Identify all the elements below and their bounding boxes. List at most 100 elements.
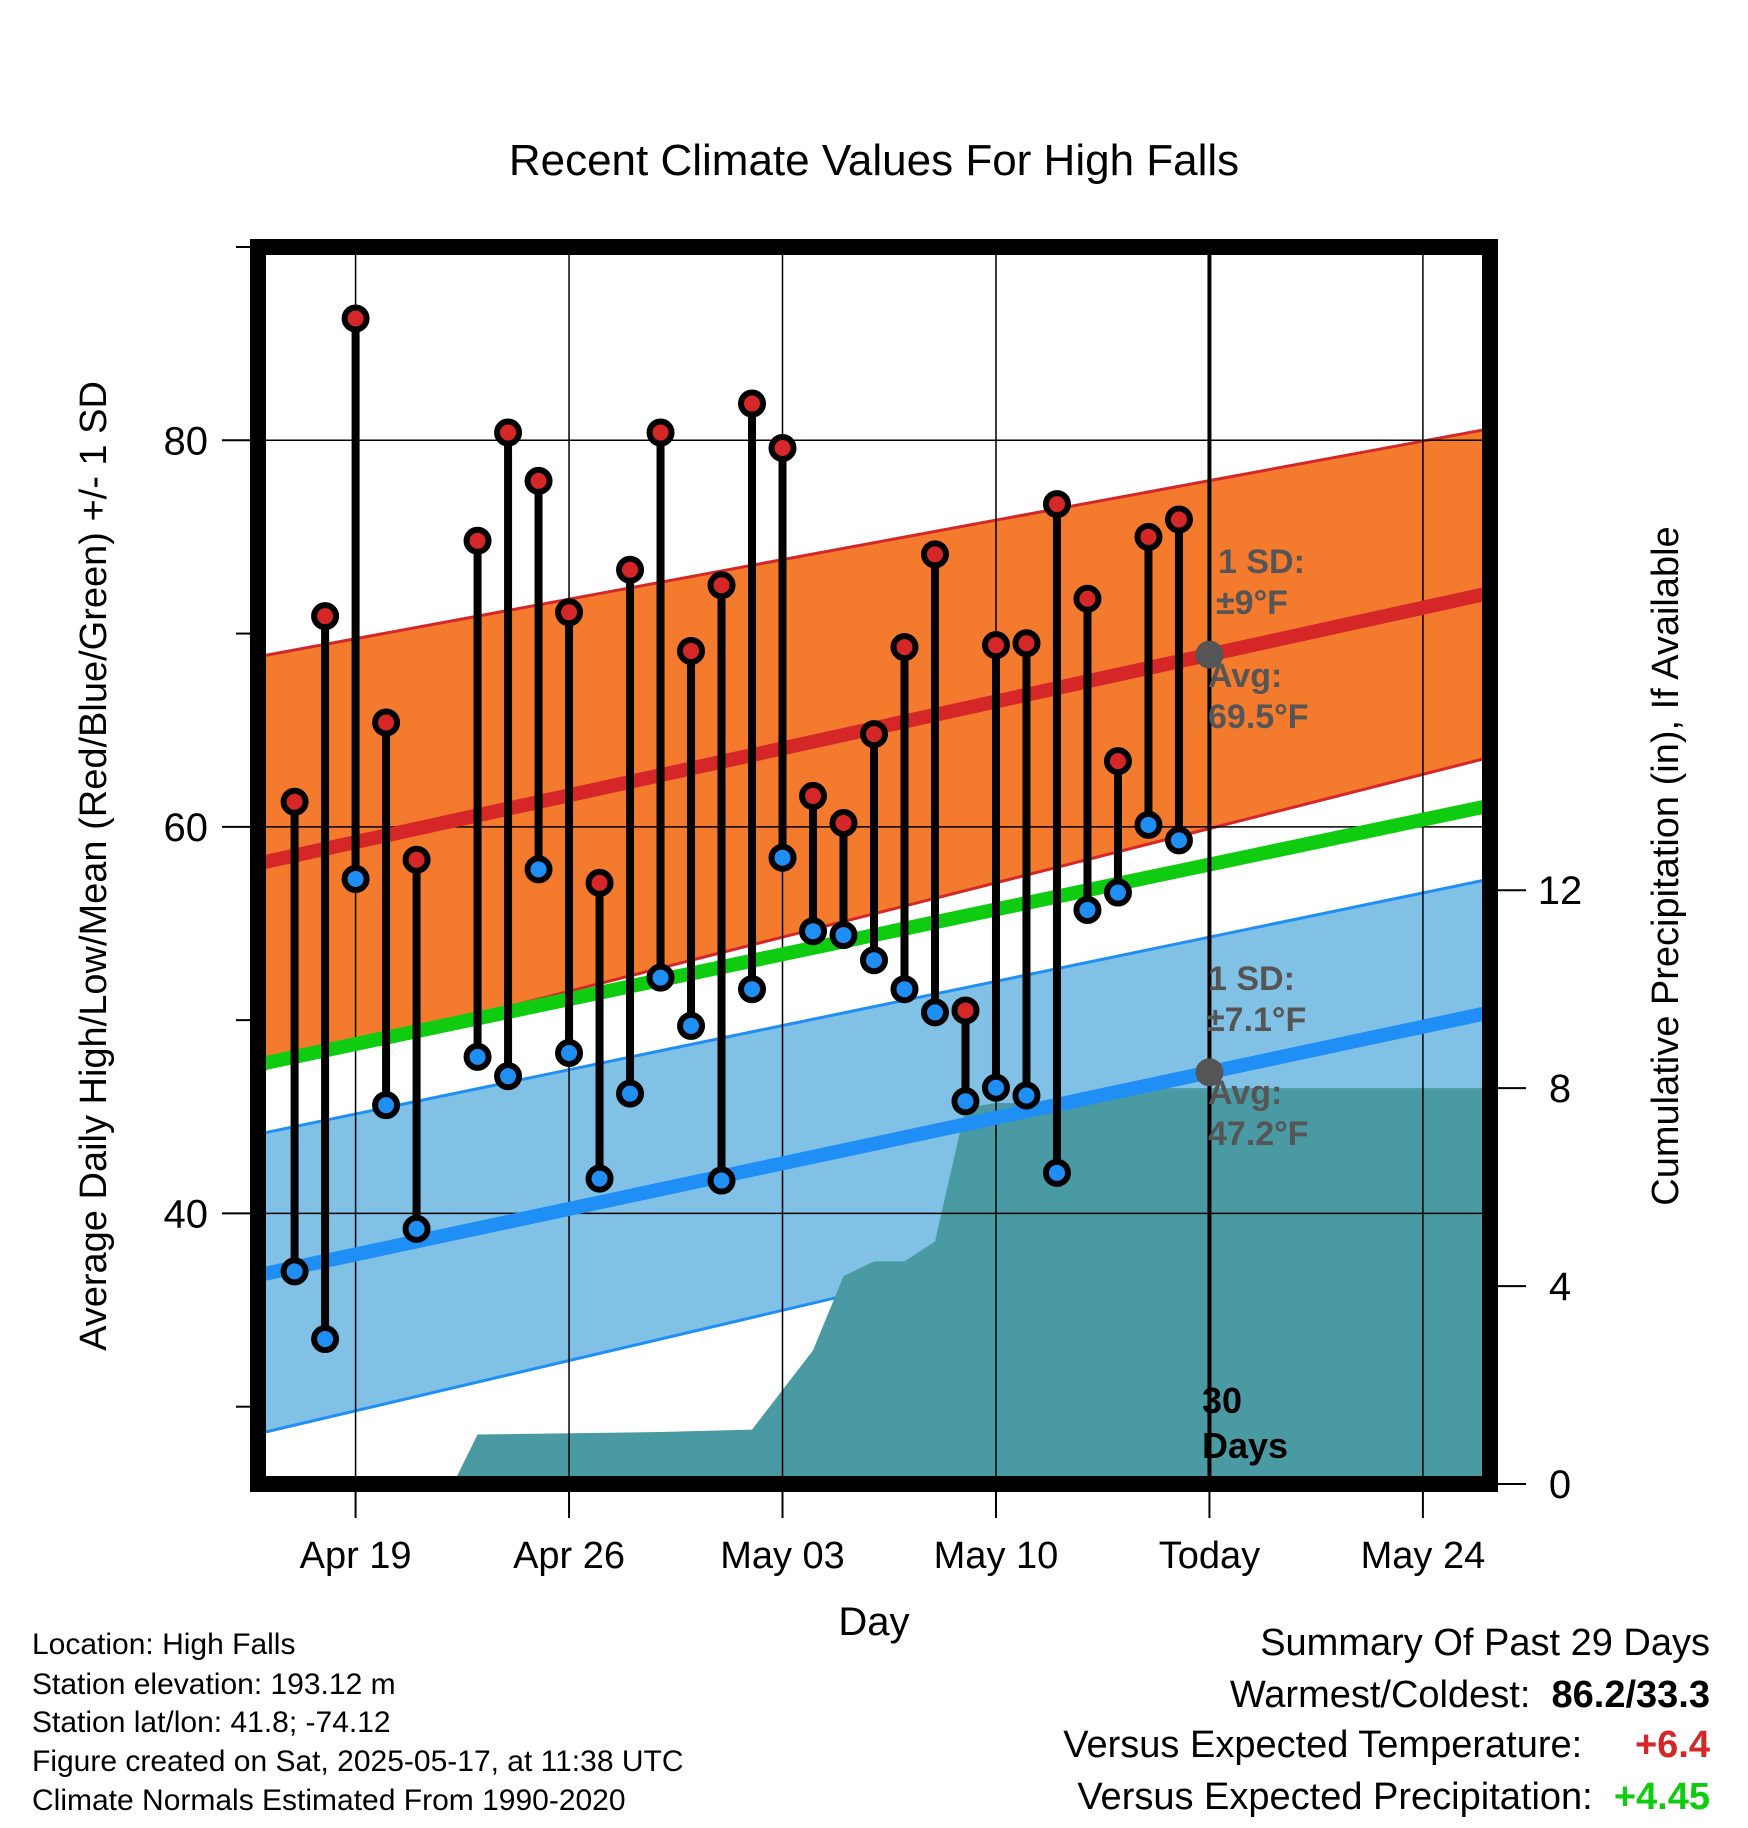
summary-temp-value: +6.4 [1634, 1724, 1710, 1766]
daily-low-point [677, 1011, 706, 1040]
daily-low-point [494, 1062, 523, 1091]
daily-high-point [402, 845, 431, 874]
daily-high-point [341, 304, 370, 333]
daily-low-point [463, 1042, 492, 1071]
daily-low-point [311, 1325, 340, 1354]
x-tick-label: Today [1159, 1535, 1260, 1577]
avg-low-marker [1195, 1058, 1224, 1087]
daily-low-point [280, 1257, 309, 1286]
daily-high-point [1012, 629, 1041, 658]
low-sd-label: 1 SD: [1208, 960, 1295, 998]
daily-low-point [707, 1166, 736, 1195]
y2-tick-label: 12 [1538, 869, 1583, 913]
info-location: Location: High Falls [32, 1628, 296, 1661]
daily-high-point [646, 418, 675, 447]
summary-warm-cold-label: Warmest/Coldest: [1229, 1674, 1531, 1716]
daily-high-point [585, 868, 614, 897]
daily-high-point [280, 787, 309, 816]
daily-low-point [524, 855, 553, 884]
low-avg-label: Avg: [1208, 1074, 1282, 1112]
chart-title: Recent Climate Values For High Falls [509, 136, 1239, 185]
daily-high-point [707, 571, 736, 600]
daily-low-point [738, 975, 767, 1004]
low-sd-value: ±7.1°F [1206, 1001, 1306, 1039]
daily-low-point [402, 1214, 431, 1243]
info-normals: Climate Normals Estimated From 1990-2020 [32, 1784, 626, 1817]
x-tick-label: Apr 19 [300, 1535, 412, 1577]
low-sd-upper-edge [257, 877, 1491, 1136]
daily-high-point [1103, 747, 1132, 776]
high-sd-value: ±9°F [1216, 584, 1288, 622]
daily-high-point [1134, 522, 1163, 551]
x-tick-label: May 10 [934, 1535, 1059, 1577]
x-tick-label: May 24 [1361, 1535, 1486, 1577]
y-tick-label: 80 [164, 419, 209, 463]
daily-low-point [1134, 810, 1163, 839]
daily-high-point [951, 996, 980, 1025]
daily-high-point [311, 602, 340, 631]
daily-high-point [738, 389, 767, 418]
daily-high-point [920, 540, 949, 569]
daily-high-point [616, 555, 645, 584]
daily-high-point [1073, 584, 1102, 613]
daily-high-point [890, 633, 919, 662]
summary-precip-label: Versus Expected Precipitation: [1077, 1776, 1593, 1818]
daily-low-point [341, 865, 370, 894]
daily-low-point [768, 843, 797, 872]
avg-low-line [256, 1005, 1492, 1283]
daily-high-point [463, 526, 492, 555]
daily-high-point [524, 466, 553, 495]
summary-precip-value: +4.45 [1613, 1776, 1710, 1818]
days-word: Days [1202, 1425, 1288, 1466]
daily-low-point [372, 1091, 401, 1120]
daily-low-point [585, 1164, 614, 1193]
precip-fill [453, 1088, 1490, 1484]
high-avg-value: 69.5°F [1208, 698, 1309, 736]
x-axis-label: Day [838, 1600, 909, 1644]
daily-low-point [1042, 1158, 1071, 1187]
info-created: Figure created on Sat, 2025-05-17, at 11… [32, 1745, 684, 1778]
summary-warm-cold-value: 86.2/33.3 [1551, 1674, 1710, 1716]
y2-tick-label: 4 [1549, 1265, 1571, 1309]
daily-low-point [920, 998, 949, 1027]
daily-low-point [860, 946, 888, 975]
y-tick-label: 40 [164, 1192, 209, 1236]
info-elevation: Station elevation: 193.12 m [32, 1668, 396, 1701]
daily-low-point [1103, 878, 1132, 907]
y-tick-label: 60 [164, 806, 209, 850]
daily-high-point [494, 418, 523, 447]
y2-tick-label: 0 [1549, 1463, 1571, 1507]
summary-temp-label: Versus Expected Temperature: [1063, 1724, 1583, 1766]
daily-low-point [1012, 1081, 1041, 1110]
summary-title: Summary Of Past 29 Days [1260, 1622, 1710, 1664]
daily-low-point [646, 963, 675, 992]
avg-high-marker [1195, 640, 1224, 669]
daily-low-point [555, 1038, 584, 1067]
x-tick-label: May 03 [720, 1535, 845, 1577]
x-tick-label: Apr 26 [513, 1535, 625, 1577]
daily-low-point [890, 975, 919, 1004]
daily-low-point [799, 917, 828, 946]
y2-axis-label: Cumulative Precipitation (in), If Availa… [1645, 526, 1687, 1205]
daily-low-point [951, 1087, 980, 1116]
daily-high-point [372, 708, 401, 737]
daily-high-point [799, 781, 828, 810]
summary-warm-cold-row: Warmest/Coldest: 86.2/33.3 [1230, 1674, 1710, 1717]
daily-high-point [1042, 490, 1071, 519]
daily-high-point [860, 720, 888, 749]
summary-precip-row: Versus Expected Precipitation: +4.45 [1077, 1776, 1710, 1819]
info-latlon: Station lat/lon: 41.8; -74.12 [32, 1706, 391, 1739]
daily-low-point [1164, 826, 1193, 855]
daily-high-point [1164, 505, 1193, 534]
low-sd-band [258, 879, 1490, 1434]
daily-low-point [616, 1079, 645, 1108]
daily-low-point [829, 921, 858, 950]
low-avg-value: 47.2°F [1208, 1115, 1309, 1153]
y2-tick-label: 8 [1549, 1067, 1571, 1111]
high-sd-upper-edge [257, 427, 1491, 659]
axes: Apr 19 Apr 26 May 03 May 10 Today May 2440608… [164, 239, 1583, 1577]
daily-low-point [1073, 895, 1102, 924]
daily-high-point [768, 434, 797, 463]
daily-high-point [981, 631, 1010, 660]
